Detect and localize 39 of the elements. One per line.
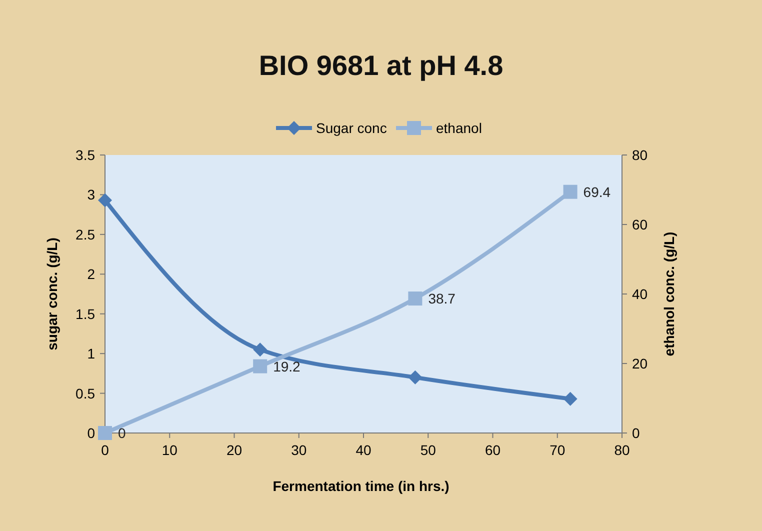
x-tick-label: 60	[484, 442, 501, 458]
y-tick-label: 2	[87, 266, 96, 282]
y-tick-label: 1	[87, 346, 96, 362]
x-tick-label: 80	[614, 442, 630, 458]
data-label: 38.7	[428, 290, 456, 307]
legend-label: Sugar conc	[316, 120, 387, 136]
x-tick-label: 40	[356, 442, 372, 458]
point	[98, 193, 112, 208]
y-tick-label: 1.5	[76, 306, 96, 322]
x-tick-label: 30	[291, 442, 307, 458]
x-tick-label: 50	[420, 442, 436, 458]
x-axis-title: Fermentation time (in hrs.)	[272, 478, 450, 494]
point	[408, 370, 422, 384]
point	[408, 292, 422, 306]
x-tick-label: 10	[162, 442, 178, 458]
y-tick-label: 3	[87, 186, 96, 203]
point	[253, 359, 268, 374]
y-tick-label: 3.5	[76, 147, 96, 163]
y2-tick-label: 20	[632, 356, 648, 372]
x-tick-label: 0	[101, 442, 110, 458]
point	[563, 392, 578, 406]
legend-label: ethanol	[436, 120, 482, 136]
y2-tick-label: 80	[632, 147, 648, 163]
y-axis-title: sugar conc. (g/L)	[44, 238, 60, 350]
y2-tick-label: 0	[632, 425, 640, 441]
y-tick-label: 0.5	[76, 385, 96, 402]
point	[563, 184, 578, 199]
y2-tick-label: 60	[632, 216, 648, 232]
data-label: 19.2	[273, 358, 301, 374]
chart-title: BIO 9681 at pH 4.8	[258, 50, 504, 81]
y2-axis-title: ethanol conc. (g/L)	[661, 232, 677, 356]
point	[98, 426, 112, 440]
x-tick-label: 70	[550, 442, 566, 458]
data-label: 69.4	[583, 184, 611, 200]
y-tick-label: 0	[87, 425, 96, 441]
y2-tick-label: 40	[632, 286, 648, 302]
point	[253, 342, 268, 357]
y-tick-label: 2.5	[76, 226, 96, 242]
x-tick-label: 20	[226, 442, 242, 458]
